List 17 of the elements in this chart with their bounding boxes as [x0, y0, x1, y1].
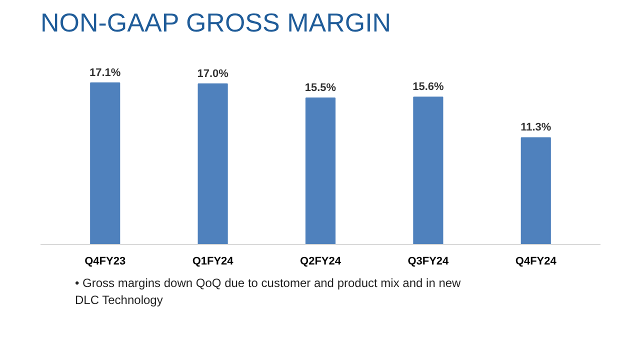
bar: [198, 83, 228, 244]
x-tick-label: Q4FY23: [84, 256, 126, 268]
bar: [305, 98, 336, 244]
x-tick-label: Q3FY24: [408, 256, 450, 268]
data-label: 15.5%: [304, 82, 336, 94]
data-label: 15.6%: [412, 81, 444, 94]
data-label: 11.3%: [520, 122, 552, 134]
data-label: 17.1%: [90, 66, 121, 79]
data-label: 17.0%: [197, 68, 229, 80]
x-tick-label: Q1FY24: [192, 256, 234, 268]
text: • Gross margins down QoQ due to customer and product mix and in new DLC Technology: [75, 275, 461, 310]
bar: [90, 82, 120, 244]
x-tick-label: Q2FY24: [300, 256, 342, 268]
chart-title: NON-GAAP GROSS MARGIN: [40, 8, 392, 38]
bar: [413, 96, 444, 244]
bar: [520, 137, 551, 244]
x-tick-label: Q4FY24: [515, 256, 558, 268]
